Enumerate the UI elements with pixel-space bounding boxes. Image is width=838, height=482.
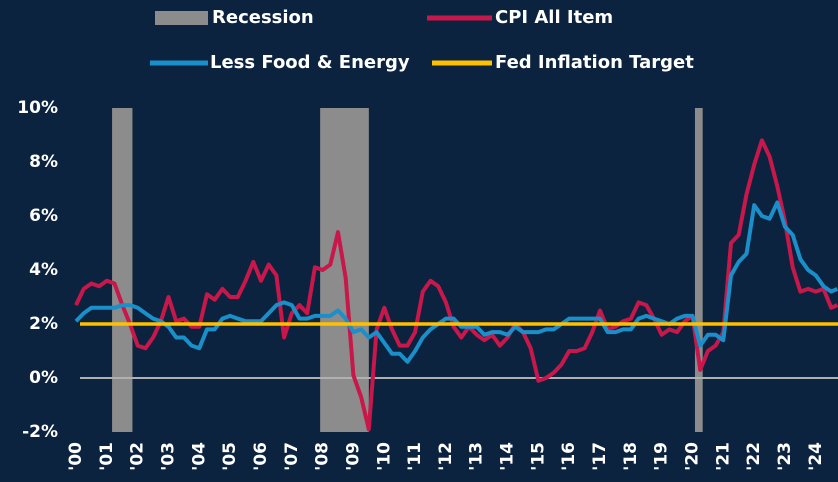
legend-label: Less Food & Energy <box>210 52 410 73</box>
x-tick-label: '09 <box>343 442 363 471</box>
series-line <box>74 138 838 432</box>
x-tick-label: '07 <box>282 442 302 471</box>
x-tick-label: '13 <box>467 442 487 471</box>
y-tick-label: 0% <box>29 368 58 388</box>
legend-label: Fed Inflation Target <box>495 52 694 73</box>
x-tick-label: '16 <box>559 442 579 471</box>
x-tick-label: '23 <box>775 442 795 471</box>
recession-band <box>112 108 133 432</box>
x-tick-label: '15 <box>528 442 548 471</box>
x-tick-label: '11 <box>405 442 425 471</box>
y-tick-label: 4% <box>29 260 58 280</box>
x-tick-label: '00 <box>66 442 86 471</box>
x-tick-label: '08 <box>313 442 333 471</box>
y-tick-label: 2% <box>29 314 58 334</box>
recession-band <box>694 108 703 432</box>
x-tick-label: '10 <box>374 442 394 471</box>
x-tick-label: '02 <box>128 442 148 471</box>
x-tick-label: '14 <box>498 442 518 471</box>
x-tick-label: '20 <box>683 442 703 471</box>
y-tick-label: 6% <box>29 206 58 226</box>
x-tick-label: '05 <box>220 442 240 471</box>
legend-label: Recession <box>212 7 314 28</box>
x-tick-label: '17 <box>590 442 610 471</box>
legend-label: CPI All Item <box>495 7 613 28</box>
x-tick-label: '04 <box>189 442 209 471</box>
x-tick-label: '01 <box>97 442 117 471</box>
x-tick-label: '19 <box>652 442 672 471</box>
x-tick-label: '21 <box>713 442 733 471</box>
legend-swatch <box>155 11 208 25</box>
x-tick-label: '03 <box>158 442 178 471</box>
y-tick-label: 8% <box>29 152 58 172</box>
x-tick-label: '18 <box>621 442 641 471</box>
x-tick-label: '12 <box>436 442 456 471</box>
y-tick-label: 10% <box>17 98 58 118</box>
x-tick-label: '22 <box>744 442 764 471</box>
x-tick-label: '24 <box>806 442 826 471</box>
x-tick-label: '06 <box>251 442 271 471</box>
y-tick-label: -2% <box>22 422 58 442</box>
